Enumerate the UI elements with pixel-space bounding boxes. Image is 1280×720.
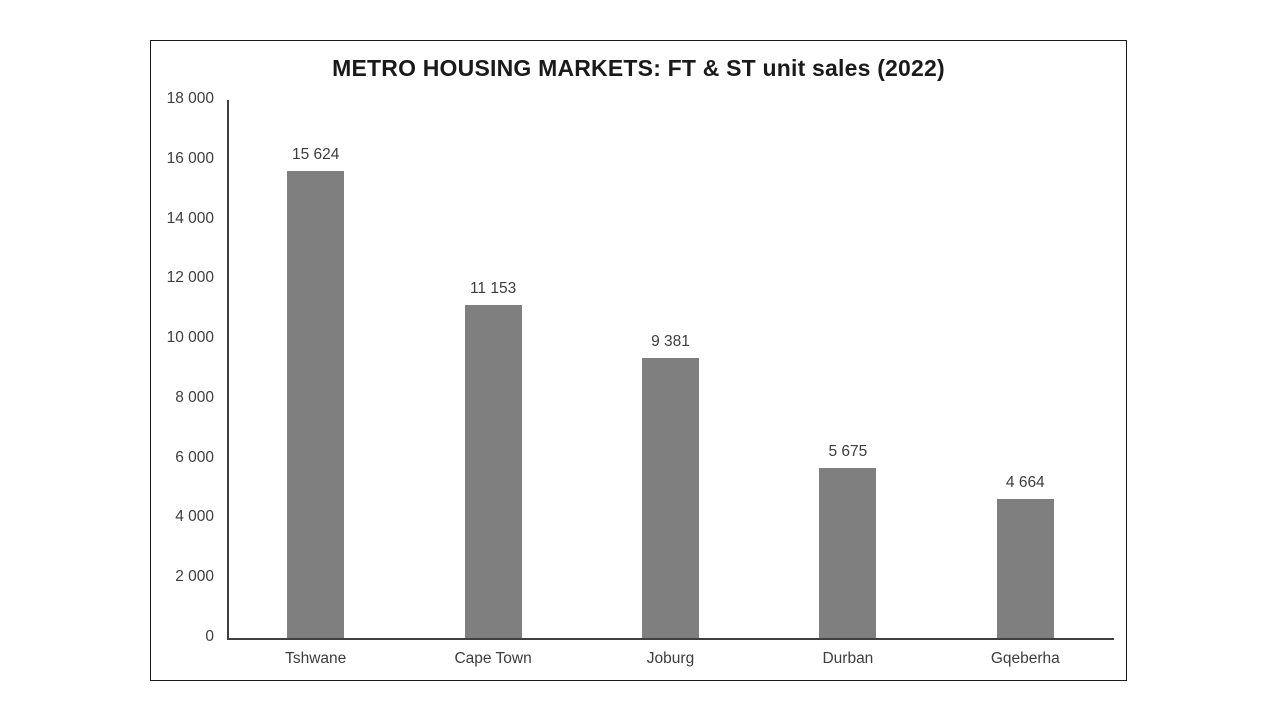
y-axis-tick-label: 10 000 xyxy=(166,329,214,347)
x-axis-category-label: Joburg xyxy=(646,650,695,667)
y-axis-tick-label: 4 000 xyxy=(175,508,214,526)
y-axis-tick-label: 14 000 xyxy=(166,209,214,227)
bar-tshwane xyxy=(287,171,345,638)
bar-cape-town xyxy=(464,304,522,638)
x-axis-category-label: Durban xyxy=(822,650,874,667)
y-axis-tick-label: 6 000 xyxy=(175,448,214,466)
y-axis-tick-label: 2 000 xyxy=(175,568,214,586)
bar-durban xyxy=(819,468,877,638)
y-axis-tick-label: 16 000 xyxy=(166,149,214,167)
bar-joburg xyxy=(642,357,699,638)
bar-gqeberha xyxy=(996,498,1054,638)
x-axis-category-label: Cape Town xyxy=(454,650,532,667)
y-axis-tick-label: 0 xyxy=(205,628,214,645)
y-axis-tick-label: 12 000 xyxy=(166,269,214,287)
y-axis-tick-label: 18 000 xyxy=(166,90,214,107)
y-axis-line xyxy=(227,100,229,640)
bar-value-label: 11 153 xyxy=(469,279,517,297)
bar-value-label: 9 381 xyxy=(651,332,690,350)
chart-frame: METRO HOUSING MARKETS: FT & ST unit sale… xyxy=(150,40,1127,681)
x-axis-category-label: Gqeberha xyxy=(990,650,1060,667)
x-axis-category-label: Tshwane xyxy=(285,650,347,667)
y-axis-tick-label: 8 000 xyxy=(175,388,214,406)
bar-value-label: 5 675 xyxy=(828,443,868,461)
chart-title: METRO HOUSING MARKETS: FT & ST unit sale… xyxy=(332,55,945,81)
bar-value-label: 4 664 xyxy=(1005,473,1045,491)
x-axis-line xyxy=(227,638,1114,640)
bar-value-label: 15 624 xyxy=(291,146,340,164)
